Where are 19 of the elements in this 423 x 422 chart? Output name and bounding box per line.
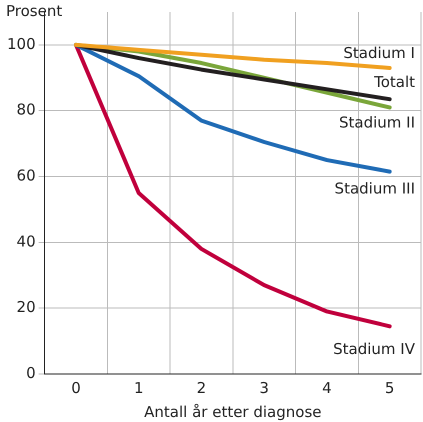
x-axis-title: Antall år etter diagnose: [144, 402, 322, 421]
series-label: Stadium II: [338, 113, 415, 132]
x-tick-label: 0: [71, 378, 81, 397]
y-tick-label: 40: [16, 232, 36, 250]
x-tick-label: 4: [322, 378, 332, 397]
x-tick-label: 3: [259, 378, 269, 397]
y-tick-label: 80: [16, 100, 36, 119]
series-label: Stadium III: [334, 180, 415, 198]
x-tick-label: 5: [384, 378, 394, 397]
x-tick-label: 2: [196, 378, 206, 397]
series-label: Stadium I: [343, 44, 415, 62]
y-tick-label: 0: [26, 364, 36, 382]
y-tick-label: 100: [6, 34, 36, 53]
y-axis-title: Prosent: [6, 2, 62, 20]
x-tick-label: 1: [134, 378, 144, 397]
series-label: Totalt: [373, 73, 416, 92]
y-tick-label: 20: [16, 298, 36, 316]
y-tick-label: 60: [16, 166, 36, 184]
series-label: Stadium IV: [333, 340, 416, 358]
